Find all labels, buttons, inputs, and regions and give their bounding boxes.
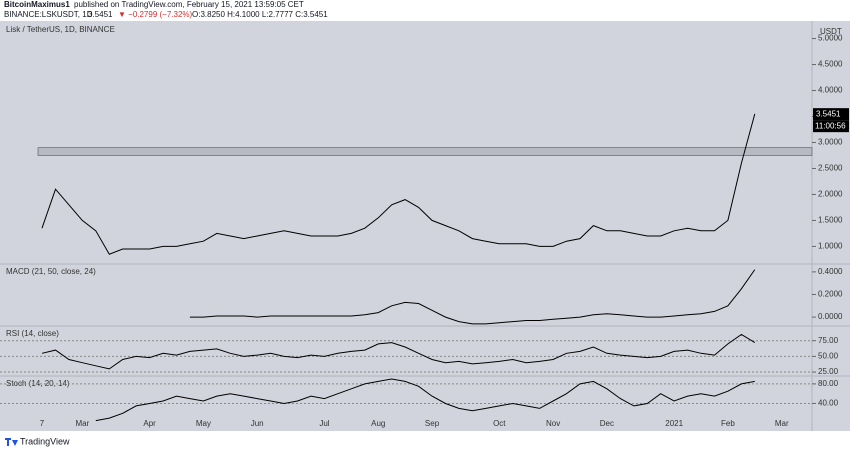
y-tick-label: 1.5000 [818,216,843,225]
x-tick-label: May [196,419,211,428]
last-price: 3.5451 [88,10,113,19]
x-tick-label: Apr [143,419,156,428]
y-tick-label: 0.0000 [818,312,843,321]
y-tick-label: 50.00 [818,351,839,360]
y-tick-label: 75.00 [818,336,839,345]
countdown: 11:00:56 [815,121,846,130]
y-tick-label: 5.0000 [818,34,843,43]
y-tick-label: 4.0000 [818,86,843,95]
publisher: BitcoinMaximus1 [4,0,70,9]
y-tick-label: 4.5000 [818,60,843,69]
x-tick-label: 7 [40,419,45,428]
y-tick-label: 1.0000 [818,242,843,251]
pane-title: RSI (14, close) [6,329,59,338]
x-tick-label: Mar [775,419,789,428]
symbol: BINANCE:LSKUSDT, 1D [4,10,93,19]
y-tick-label: 40.00 [818,399,839,408]
price-tag-label: 3.5451 [816,109,841,118]
footer: TradingView [20,436,70,446]
countdown-box [813,120,849,133]
change: ▼ −0.2799 (−7.32%) [118,10,193,19]
x-tick-label: Oct [493,419,506,428]
published: published on TradingView.com, February 1… [74,0,304,9]
resistance-zone [37,147,813,156]
x-tick-label: Feb [721,419,735,428]
y-tick-label: 2.0000 [818,190,843,199]
ohlc: O:3.8250 H:4.1000 L:2.7777 C:3.5451 [192,10,328,19]
y-tick-label: 2.5000 [818,164,843,173]
x-tick-label: Sep [425,419,440,428]
pane-title: MACD (21, 50, close, 24) [6,267,96,276]
x-tick-label: Jul [319,419,329,428]
y-tick-label: 3.0000 [818,138,843,147]
y-tick-label: 25.00 [818,367,839,376]
series-line [95,378,755,422]
axis-unit: USDT [820,27,842,36]
x-tick-label: 2021 [665,419,683,428]
x-tick-label: Jun [251,419,264,428]
y-tick-label: 0.4000 [818,267,843,276]
series-line [189,269,756,325]
x-tick-label: Dec [600,419,614,428]
chart-area [0,21,850,431]
series-line [41,113,756,255]
footer-logo [5,438,18,446]
series-line [41,333,756,370]
y-tick-label: 80.00 [818,379,839,388]
pane-title: Lisk / TetherUS, 1D, BINANCE [6,25,115,34]
y-tick-label: 0.2000 [818,290,843,299]
x-tick-label: Mar [75,419,89,428]
x-tick-label: Aug [371,419,385,428]
x-tick-label: Nov [546,419,560,428]
price-tag [813,108,849,121]
